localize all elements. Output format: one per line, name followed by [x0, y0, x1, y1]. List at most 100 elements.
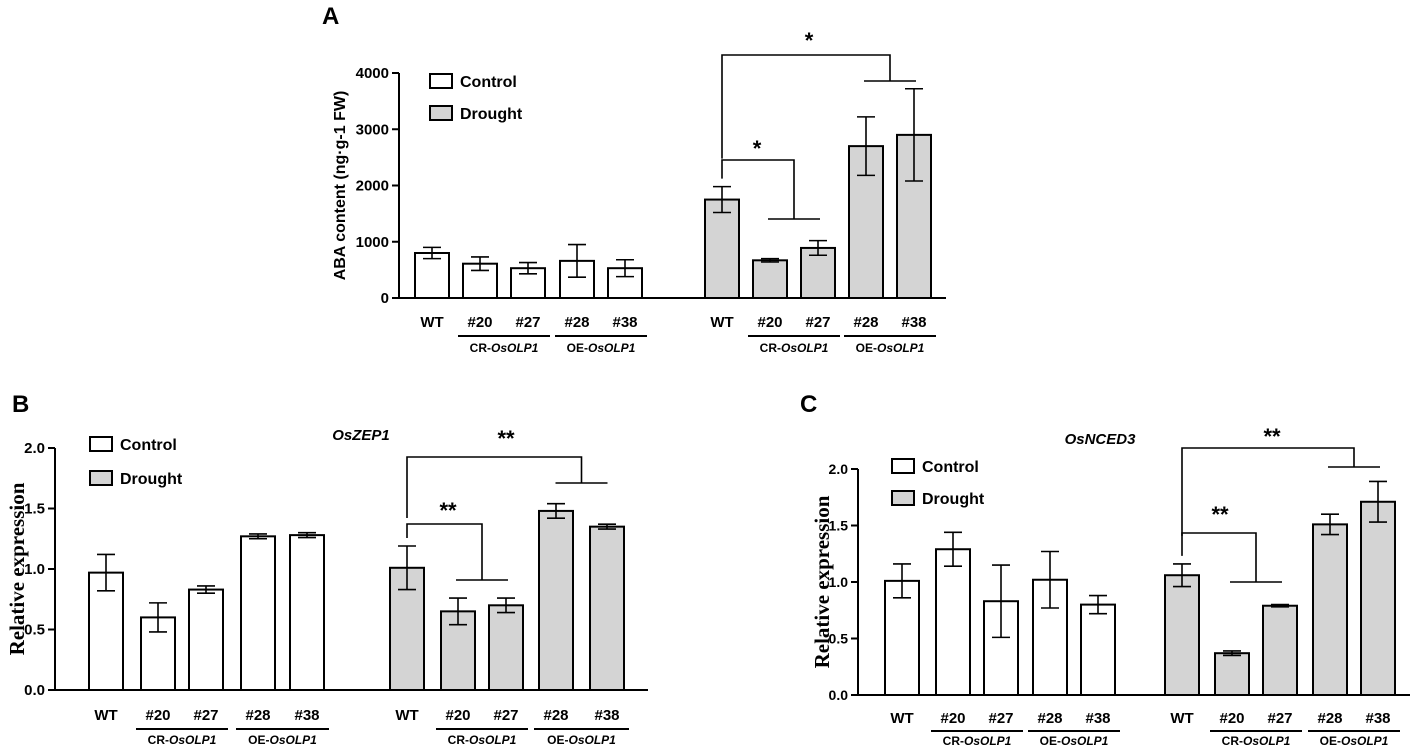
x-tick-label: #38 [901, 314, 926, 331]
legend-swatch-control [891, 458, 915, 474]
bar-control-wt [88, 571, 124, 692]
group-label: CR-OsOLP1 [470, 341, 539, 355]
group-gene: OsOLP1 [1061, 734, 1109, 746]
group-prefix: CR- [470, 341, 491, 355]
group-label: OE-OsOLP1 [1320, 734, 1389, 746]
x-tick-label: #27 [493, 707, 518, 724]
bar-drought-wt [389, 566, 425, 691]
group-prefix: CR- [448, 733, 469, 746]
bar-drought-line-38 [1360, 500, 1396, 696]
bar-drought-line-28 [538, 509, 574, 692]
y-tick-label: 0.5 [829, 631, 849, 647]
y-tick-label: 0 [381, 290, 389, 307]
x-tick-label: #38 [594, 707, 619, 724]
x-tick-label: WT [710, 314, 733, 331]
group-label: OE-OsOLP1 [1040, 734, 1109, 746]
x-tick-label: #28 [1037, 710, 1062, 727]
x-tick-label: #27 [515, 314, 540, 331]
group-gene: OsOLP1 [1243, 734, 1291, 746]
bar-drought-wt [704, 198, 740, 299]
group-gene: OsOLP1 [1341, 734, 1389, 746]
chart-title: OsNCED3 [1065, 431, 1137, 448]
x-tick-label: #27 [1267, 710, 1292, 727]
x-tick-label: #28 [543, 707, 568, 724]
bar-drought-line-20 [752, 259, 788, 299]
panel-label: B [12, 391, 29, 418]
group-gene: OsOLP1 [491, 341, 539, 355]
group-gene: OsOLP1 [588, 341, 636, 355]
x-tick-label: WT [420, 314, 443, 331]
bar-drought-wt [1164, 574, 1200, 696]
significance-bracket-cr [1181, 532, 1257, 582]
group-label: CR-OsOLP1 [148, 733, 217, 746]
x-tick-label: #20 [1219, 710, 1244, 727]
group-prefix: CR- [148, 733, 169, 746]
panel-label: A [322, 3, 339, 30]
bar-drought-line-27 [800, 246, 836, 299]
bar-drought-line-27 [1262, 604, 1298, 696]
y-tick-label: 0.0 [829, 687, 849, 703]
group-label: OE-OsOLP1 [547, 733, 616, 746]
significance-marker: ** [1263, 424, 1281, 449]
panel-b: B OsZEP1 0.0 0.5 1.0 1.5 2.0 Relative expressio… [5, 391, 648, 746]
y-tick-label: 1.0 [24, 561, 45, 578]
x-tick-label: #28 [245, 707, 270, 724]
y-tick-label: 0.5 [24, 622, 45, 639]
y-tick-label: 2.0 [829, 461, 849, 477]
x-tick-label: #27 [988, 710, 1013, 727]
x-tick-label: #27 [805, 314, 830, 331]
legend-label-control: Control [460, 74, 517, 91]
y-tick-label: 3000 [356, 121, 389, 138]
x-tick-label: #38 [1085, 710, 1110, 727]
group-prefix: OE- [856, 341, 877, 355]
legend-swatch-control [429, 73, 453, 89]
y-tick-label: 2000 [356, 178, 389, 195]
panel-a: A 0 1000 2000 3000 4000 ABA content (ng·g-1 FW… [322, 3, 946, 355]
legend-swatch-drought [89, 470, 113, 486]
legend-label-drought: Drought [922, 491, 985, 508]
group-gene: OsOLP1 [877, 341, 925, 355]
bar-drought-line-27 [488, 604, 524, 691]
group-label: CR-OsOLP1 [760, 341, 829, 355]
x-tick-label: #28 [1317, 710, 1342, 727]
significance-bracket-oe [721, 54, 891, 159]
significance-bracket-cr [721, 159, 795, 219]
bar-control-line-28 [559, 259, 595, 299]
x-tick-label: #20 [145, 707, 170, 724]
x-tick-label: #28 [564, 314, 589, 331]
group-prefix: OE- [1040, 734, 1061, 746]
legend-label-drought: Drought [120, 471, 183, 488]
legend-swatch-drought [891, 490, 915, 506]
group-label: OE-OsOLP1 [567, 341, 636, 355]
group-gene: OsOLP1 [269, 733, 317, 746]
group-prefix: OE- [248, 733, 269, 746]
significance-bracket-oe [406, 456, 583, 519]
x-tick-label: #38 [1365, 710, 1390, 727]
significance-marker: ** [439, 498, 457, 523]
legend-swatch-control [89, 436, 113, 452]
y-tick-label: 1.5 [829, 518, 849, 534]
group-gene: OsOLP1 [568, 733, 616, 746]
y-tick-label: 0.0 [24, 682, 45, 699]
group-prefix: OE- [547, 733, 568, 746]
y-tick-label: 4000 [356, 65, 389, 82]
bar-control-line-38 [1080, 603, 1116, 696]
x-tick-label: #28 [853, 314, 878, 331]
x-tick-label: WT [94, 707, 117, 724]
group-prefix: CR- [760, 341, 781, 355]
significance-marker: * [753, 136, 762, 161]
x-tick-label: #20 [445, 707, 470, 724]
x-tick-label: #27 [193, 707, 218, 724]
x-tick-label: WT [395, 707, 418, 724]
legend-label-drought: Drought [460, 106, 523, 123]
significance-marker: * [805, 28, 814, 53]
legend-label-control: Control [922, 459, 979, 476]
x-tick-label: WT [890, 710, 913, 727]
y-axis-title: Relative expression [810, 495, 834, 668]
y-tick-label: 2.0 [24, 440, 45, 457]
legend-swatch-drought [429, 105, 453, 121]
y-tick-label: 1000 [356, 234, 389, 251]
group-gene: OsOLP1 [169, 733, 217, 746]
bar-drought-line-20 [1214, 652, 1250, 697]
